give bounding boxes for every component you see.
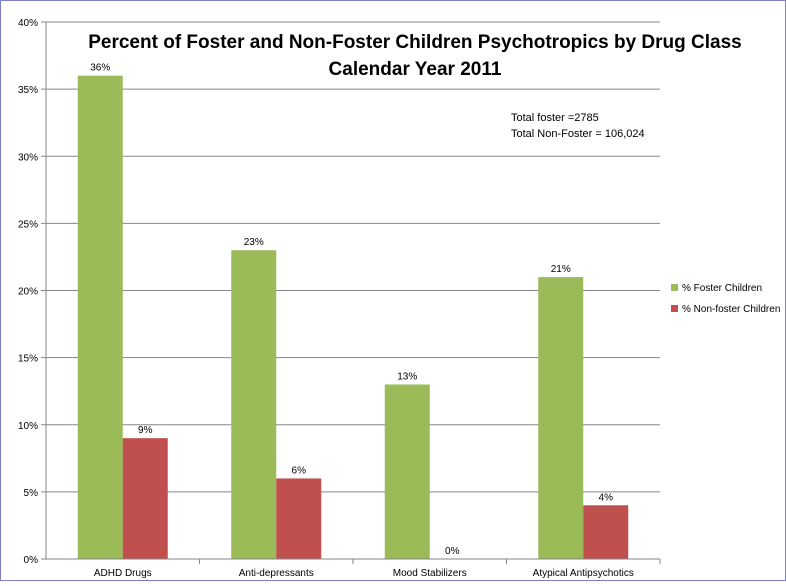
bar-foster — [231, 250, 277, 559]
data-label: 6% — [292, 465, 307, 476]
data-label: 9% — [138, 425, 153, 436]
y-tick-label: 10% — [18, 421, 38, 432]
bar-non-foster — [122, 438, 168, 559]
data-label: 36% — [90, 63, 110, 74]
y-tick-label: 35% — [18, 85, 38, 96]
chart-subtitle: Calendar Year 2011 — [329, 59, 502, 80]
data-labels: 36% 9% 23% 6% 13% 0% 21% 4% — [90, 63, 613, 557]
data-label: 13% — [397, 371, 417, 382]
legend: % Foster Children % Non-foster Children — [671, 283, 780, 315]
bar-foster — [538, 277, 584, 559]
y-tick-label: 5% — [24, 488, 39, 499]
y-tick-label: 0% — [24, 555, 39, 566]
data-label: 21% — [551, 264, 571, 275]
x-tick-label: Mood Stabilizers — [393, 568, 467, 579]
legend-swatch-foster — [671, 284, 678, 291]
y-tick-label: 15% — [18, 354, 38, 365]
x-axis-labels: ADHD Drugs Anti-depressants Mood Stabilize… — [94, 559, 661, 579]
x-tick-label: Anti-depressants — [239, 568, 314, 579]
bars — [77, 75, 629, 559]
legend-label-foster: % Foster Children — [682, 283, 762, 294]
bar-non-foster — [276, 478, 322, 559]
bar-non-foster — [583, 505, 629, 559]
data-label: 0% — [445, 546, 460, 557]
annotation-total-foster: Total foster =2785 — [511, 112, 599, 124]
y-tick-label: 40% — [18, 18, 38, 29]
legend-swatch-non-foster — [671, 305, 678, 312]
bar-foster — [77, 75, 123, 559]
x-tick-label: ADHD Drugs — [94, 568, 152, 579]
x-tick-label: Atypical Antipsychotics — [533, 568, 634, 579]
y-tick-label: 25% — [18, 219, 38, 230]
data-label: 4% — [599, 492, 614, 503]
bar-foster — [384, 384, 430, 559]
y-tick-label: 30% — [18, 152, 38, 163]
y-tick-label: 20% — [18, 287, 38, 298]
y-axis-ticks: 0% 5% 10% 15% 20% 25% 30% 35% 40% — [18, 18, 46, 566]
annotation-total-non-foster: Total Non-Foster = 106,024 — [511, 128, 645, 140]
data-label: 23% — [244, 237, 264, 248]
chart-title: Percent of Foster and Non-Foster Childre… — [88, 32, 742, 53]
legend-label-non-foster: % Non-foster Children — [682, 304, 780, 315]
